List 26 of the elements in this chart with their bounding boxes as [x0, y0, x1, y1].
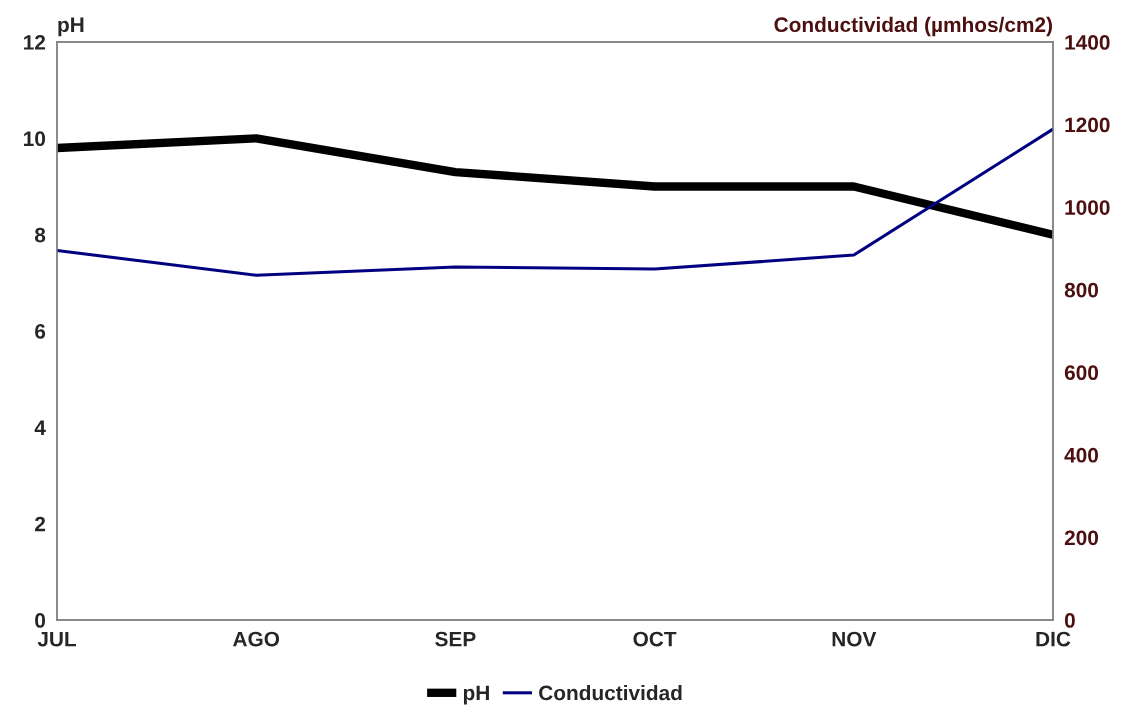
x-tick-label: NOV: [832, 631, 877, 647]
x-tick-label: AGO: [232, 631, 280, 647]
y2-tick-label: 1200: [1065, 117, 1110, 133]
y2-axis-title: Conductividad (µmhos/cm2): [774, 16, 1052, 37]
y-tick-label: 10: [24, 131, 46, 147]
y2-tick-label: 800: [1064, 282, 1099, 298]
y2-tick-label: 1400: [1065, 35, 1110, 50]
x-tick-label: OCT: [633, 631, 677, 647]
x-tick-label: SEP: [435, 631, 476, 647]
y-tick-label: 6: [35, 324, 46, 339]
x-tick-label: JUL: [37, 631, 77, 647]
y2-tick-label: 1000: [1065, 200, 1110, 215]
y2-tick-label: 400: [1064, 447, 1099, 463]
y-tick-label: 8: [34, 227, 46, 243]
y2-tick-label: 200: [1064, 530, 1099, 546]
y-tick-label: 0: [35, 613, 46, 628]
legend-label: Conductividad: [539, 684, 682, 701]
y-tick-label: 12: [24, 35, 46, 50]
y2-tick-label: 0: [1064, 613, 1075, 628]
legend-label: pH: [463, 685, 489, 705]
y-axis-title: pH: [58, 17, 84, 37]
y-tick-label: 4: [34, 420, 46, 435]
x-tick-label: DIC: [1036, 631, 1071, 647]
y2-tick-label: 600: [1064, 365, 1099, 381]
y-tick-label: 2: [35, 516, 46, 532]
line-series: [57, 127, 1053, 277]
